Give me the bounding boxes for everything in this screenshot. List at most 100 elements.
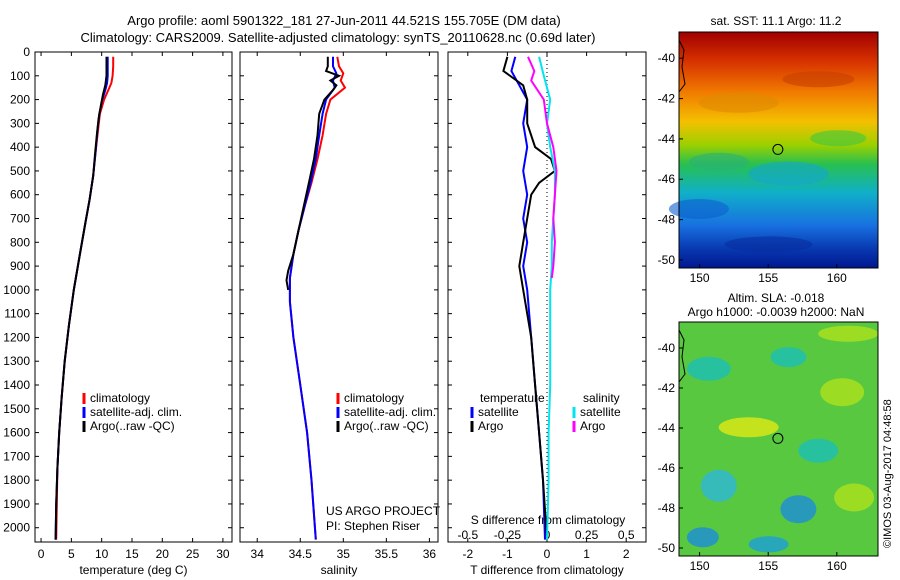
sal-legend-title: salinity [583,391,620,405]
salinity-panel: 34 34.5 35 35.5 36 salinity climatologysatelli… [239,51,441,577]
sst-patch [668,199,729,219]
difference-panel: -2 -1 0 1 2 T difference from climatology -0.5… [447,51,647,577]
depth-tick-label: 100 [10,69,30,83]
map-y-tick-label: -46 [658,461,676,475]
x-tick-label: 0 [38,547,45,561]
map-x-tick-label: 155 [758,271,778,285]
sal-legend-label: climatology [344,391,404,405]
x-tick-label: 25 [186,547,200,561]
depth-tick-label: 1800 [3,473,30,487]
map-y-tick-label: -50 [658,253,676,267]
sst-map-title: sat. SST: 11.1 Argo: 11.2 [711,14,842,28]
map-y-tick-label: -46 [658,172,676,186]
sal-series-2 [285,56,342,291]
depth-tick-label: 700 [10,212,30,226]
map-x-tick-label: 150 [690,271,710,285]
depth-tick-label: 600 [10,188,30,202]
map-y-tick-label: -40 [658,341,676,355]
x-tick-label: 34.5 [289,547,313,561]
sst-patch [748,161,829,186]
project-label: US ARGO PROJECT [326,504,441,518]
temp-legend-title: temperature [480,391,545,405]
diff-sal-legend-label: Argo [580,419,606,433]
salinity-frame [239,51,439,543]
diff-series-1 [502,56,557,540]
map-x-tick-label: 150 [690,559,710,573]
depth-tick-label: 1200 [3,330,30,344]
sla-patch [686,356,731,381]
x-tick-label: 34 [251,547,265,561]
sla-patch [818,325,879,342]
temperature-xlabel: temperature (deg C) [79,563,187,577]
depth-tick-label: 1100 [4,307,30,321]
x-tick-label: 36 [423,547,437,561]
depth-tick-label: 1500 [3,402,30,416]
temp-series-2 [54,56,108,540]
imos-stamp: ©IMOS 03-Aug-2017 04:48:58 [882,399,894,548]
sla-map-title1: Altim. SLA: -0.018 [728,291,825,305]
diff-sal-legend-label: satellite [580,405,621,419]
depth-tick-label: 1900 [3,497,30,511]
sst-field [679,32,878,268]
map-frame [678,31,879,269]
sla-patch [718,417,779,438]
sst-patch [724,236,813,253]
temp-legend-label: Argo(..raw -QC) [90,419,175,433]
depth-tick-label: 1000 [3,283,30,297]
sla-patch [798,438,839,463]
depth-tick-label: 500 [10,164,30,178]
x-tick-label: 30 [216,547,230,561]
x-tick-label: 15 [125,547,139,561]
depth-tick-label: 400 [10,140,30,154]
temp-legend-label: climatology [90,391,150,405]
x-tick-label: 35 [337,547,351,561]
x-tick-label: 0 [544,547,551,561]
sst-patch [698,92,779,113]
map-x-tick-label: 160 [827,559,847,573]
map-y-tick-label: -42 [658,381,676,395]
x-tick-label: 10 [95,547,109,561]
diff-series-2 [538,56,556,540]
depth-tick-label: 1700 [3,449,30,463]
map-y-tick-label: -44 [658,421,676,435]
depth-tick-label: 800 [10,235,30,249]
map-y-tick-label: -50 [658,541,676,555]
sla-patch [748,536,789,553]
depth-tick-label: 0 [23,45,30,59]
s-tick-label: 0.25 [575,528,599,542]
map-y-tick-label: -44 [658,132,676,146]
s-tick-label: -0.25 [494,528,522,542]
coastline [678,39,686,93]
depth-tick-label: 1400 [3,378,30,392]
map-y-tick-label: -42 [658,92,676,106]
figure-title-line1: Argo profile: aoml 5901322_181 27-Jun-20… [127,13,560,28]
sla-patch [820,378,865,407]
temp-legend-label: satellite-adj. clim. [90,405,182,419]
temperature-panel: 0100200300400500600700800900100011001200… [3,45,233,577]
sst-patch [688,152,749,171]
figure-title-line2: Climatology: CARS2009. Satellite-adjuste… [81,30,596,45]
s-tick-label: 0.5 [618,528,635,542]
x-tick-label: 2 [623,547,630,561]
coastline [678,329,686,383]
depth-tick-label: 900 [10,259,30,273]
pi-label: PI: Stephen Riser [326,519,420,533]
x-tick-label: 35.5 [375,547,399,561]
sst-patch [782,71,855,88]
sal-legend-label: Argo(..raw -QC) [344,419,429,433]
depth-tick-label: 200 [10,93,30,107]
depth-tick-label: 300 [10,116,30,130]
map-y-tick-label: -48 [658,501,676,515]
sla-patch [780,495,817,524]
x-tick-label: -2 [462,547,473,561]
x-tick-label: 20 [156,547,170,561]
sst-map-panel: 150 155 160 -40 -42 -44 -46 -48 -50 sat. SST: 11.… [658,14,879,285]
difference-xlabel: T difference from climatology [470,563,624,577]
depth-tick-label: 2000 [3,521,30,535]
map-y-tick-label: -40 [658,51,676,65]
diff-temp-legend-label: Argo [478,419,504,433]
argo-location-marker [772,432,784,444]
diff-temp-legend-label: satellite [478,405,519,419]
sst-patch [810,130,867,147]
